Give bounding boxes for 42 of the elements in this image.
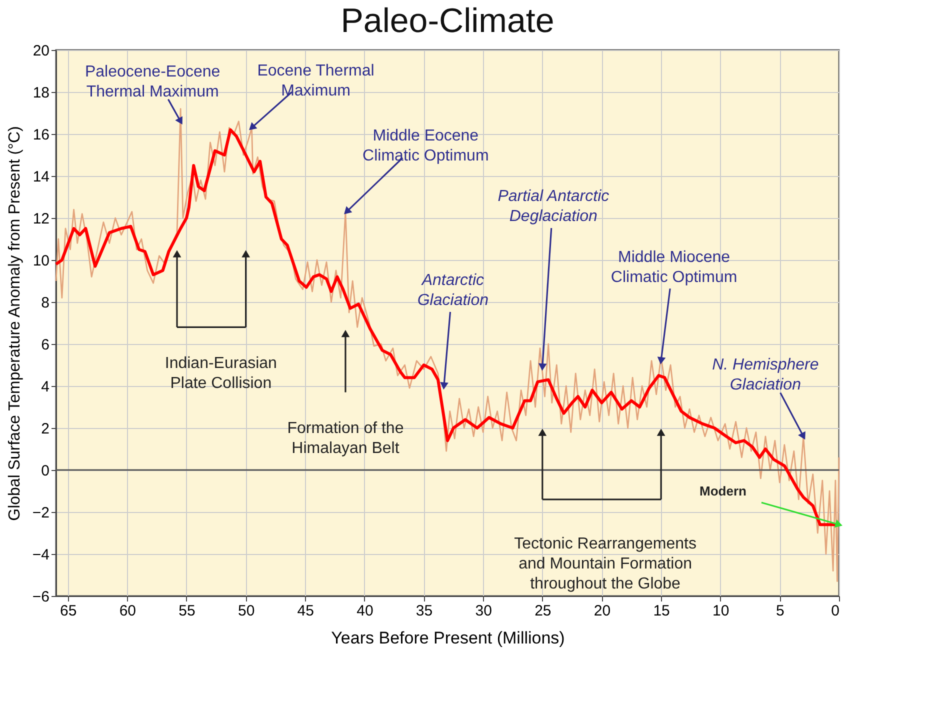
y-tick-label: 18 — [32, 84, 50, 102]
annotation: Formation of the Himalayan Belt — [287, 420, 404, 457]
annotation: Indian-Eurasian Plate Collision — [164, 354, 277, 392]
y-tick-label: 8 — [41, 294, 50, 312]
chart-title: Paleo-Climate — [340, 2, 554, 40]
annotation: Modern — [700, 484, 747, 499]
x-tick-label: 10 — [712, 602, 730, 620]
y-tick-label: 0 — [41, 462, 50, 480]
y-tick-label: 10 — [32, 252, 50, 270]
y-tick-label: 12 — [32, 210, 50, 228]
annotation: Middle Eocene Climatic Optimum — [362, 128, 489, 165]
x-tick-label: 25 — [534, 602, 552, 620]
x-tick-label: 45 — [297, 602, 314, 620]
x-tick-label: 65 — [60, 602, 77, 620]
annotation: N. Hemisphere Glaciation — [712, 356, 819, 394]
x-tick-label: 40 — [356, 602, 374, 620]
annotation: Antarctic Glaciation — [417, 272, 489, 309]
y-tick-label: 16 — [32, 126, 50, 144]
annotation: Eocene Thermal Maximum — [257, 62, 374, 100]
annotation: Partial Antarctic Deglaciation — [498, 188, 610, 226]
y-tick-label: 6 — [41, 336, 50, 354]
y-tick-label: 14 — [32, 168, 50, 186]
y-tick-label: −4 — [32, 546, 50, 564]
y-axis-title: Global Surface Temperature Anomaly from Present (°C) — [6, 126, 24, 521]
x-tick-label: 15 — [653, 602, 670, 620]
y-tick-label: 4 — [41, 378, 50, 396]
annotation: Middle Miocene Climatic Optimum — [610, 248, 738, 286]
x-axis-title: Years Before Present (Millions) — [331, 628, 565, 648]
annotation: Tectonic Rearrangements and Mountain Formation throughout the Globe — [514, 536, 696, 592]
x-tick-label: 35 — [416, 602, 433, 620]
x-tick-label: 0 — [831, 602, 840, 620]
x-tick-label: 30 — [475, 602, 492, 620]
y-tick-label: −2 — [32, 504, 50, 522]
x-tick-label: 50 — [238, 602, 255, 620]
y-tick-label: −6 — [32, 588, 50, 606]
y-tick-label: 2 — [41, 420, 50, 438]
x-tick-label: 55 — [178, 602, 196, 620]
x-tick-label: 5 — [776, 602, 784, 620]
y-tick-label: 20 — [32, 42, 50, 60]
annotation: Paleocene-Eocene Thermal Maximum — [84, 63, 220, 100]
x-tick-label: 60 — [119, 602, 136, 620]
x-tick-label: 20 — [594, 602, 611, 620]
